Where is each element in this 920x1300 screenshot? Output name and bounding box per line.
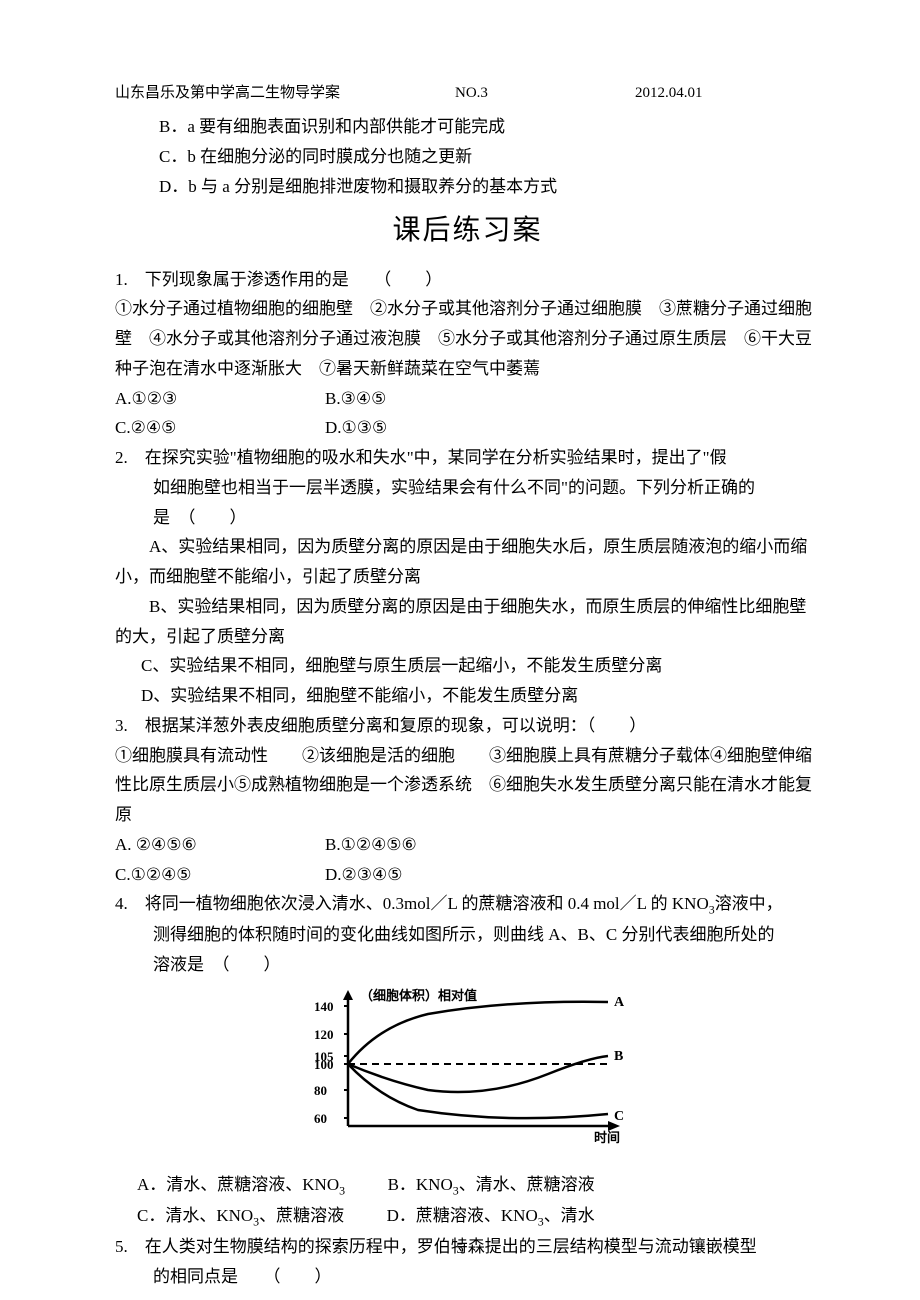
- q1-desc: ①水分子通过植物细胞的细胞壁 ②水分子或其他溶剂分子通过细胞膜 ③蔗糖分子通过细…: [115, 294, 820, 383]
- chart-title: （细胞体积）相对值: [360, 988, 477, 1003]
- svg-text:100: 100: [314, 1057, 334, 1072]
- svg-text:60: 60: [314, 1111, 327, 1126]
- q1-option-b: B.③④⑤: [325, 384, 386, 414]
- top-option-c: C．b 在细胞分泌的同时膜成分也随之更新: [115, 142, 820, 172]
- q4-stem-line2: 测得细胞的体积随时间的变化曲线如图所示，则曲线 A、B、C 分别代表细胞所处的: [115, 920, 820, 950]
- q2-stem-line1: 2. 在探究实验"植物细胞的吸水和失水"中，某同学在分析实验结果时，提出了"假: [115, 443, 820, 473]
- q1-stem: 1. 下列现象属于渗透作用的是 （ ）: [115, 265, 820, 295]
- header-number: NO.3: [455, 80, 635, 106]
- q2-stem-line3: 是 （ ）: [115, 503, 820, 533]
- q1-option-c: C.②④⑤: [115, 413, 325, 443]
- svg-text:140: 140: [314, 999, 334, 1014]
- chart-curve-b: [348, 1056, 608, 1092]
- q3-option-c: C.①②④⑤: [115, 860, 325, 890]
- q3-option-b: B.①②④⑤⑥: [325, 830, 417, 860]
- q4-option-c: C．清水、KNO3、蔗糖溶液: [137, 1206, 344, 1225]
- q4-stem-text1: 4. 将同一植物细胞依次浸入清水、0.3mol／L 的蔗糖溶液和 0.4 mol…: [115, 894, 709, 913]
- q3-option-a: A. ②④⑤⑥: [115, 830, 325, 860]
- q4-chart: （细胞体积）相对值 1401201051008060 A B C 时间: [115, 986, 820, 1166]
- svg-text:120: 120: [314, 1027, 334, 1042]
- q2-option-a: A、实验结果相同，因为质壁分离的原因是由于细胞失水后，原生质层随液泡的缩小而缩小…: [115, 532, 820, 592]
- q4-options-row1: A．清水、蔗糖溶液、KNO3 B．KNO3、清水、蔗糖溶液: [115, 1170, 820, 1201]
- top-option-d: D．b 与 a 分别是细胞排泄废物和摄取养分的基本方式: [115, 172, 820, 202]
- q2-option-b: B、实验结果相同，因为质壁分离的原因是由于细胞失水，而原生质层的伸缩性比细胞壁的…: [115, 592, 820, 652]
- q4-option-a: A．清水、蔗糖溶液、KNO3: [137, 1175, 345, 1194]
- chart-svg: （细胞体积）相对值 1401201051008060 A B C 时间: [308, 986, 628, 1156]
- svg-text:80: 80: [314, 1083, 327, 1098]
- top-option-b: B．a 要有细胞表面识别和内部供能才可能完成: [115, 112, 820, 142]
- q2-stem-line2: 如细胞壁也相当于一层半透膜，实验结果会有什么不同"的问题。下列分析正确的: [115, 473, 820, 503]
- q4-options-row2: C．清水、KNO3、蔗糖溶液 D．蔗糖溶液、KNO3、清水: [115, 1201, 820, 1232]
- q3-option-d: D.②③④⑤: [325, 860, 403, 890]
- q3-stem: 3. 根据某洋葱外表皮细胞质壁分离和复原的现象，可以说明：（ ）: [115, 711, 820, 741]
- section-title: 课后练习案: [115, 206, 820, 255]
- q2-option-d: D、实验结果不相同，细胞壁不能缩小，不能发生质壁分离: [115, 681, 820, 711]
- chart-curve-a: [348, 1002, 608, 1064]
- page-number: 5: [0, 1236, 920, 1262]
- chart-label-c: C: [614, 1109, 624, 1124]
- chart-label-a: A: [614, 995, 625, 1010]
- q4-stem-text1b: 溶液中，: [715, 894, 783, 913]
- q4-option-d: D．蔗糖溶液、KNO3、清水: [387, 1206, 595, 1225]
- q3-desc: ①细胞膜具有流动性 ②该细胞是活的细胞 ③细胞膜上具有蔗糖分子载体④细胞壁伸缩性…: [115, 741, 820, 830]
- q1-option-d: D.①③⑤: [325, 413, 387, 443]
- chart-x-label: 时间: [594, 1130, 620, 1145]
- q1-option-a: A.①②③: [115, 384, 325, 414]
- q4-stem-line3: 溶液是 （ ）: [115, 950, 820, 980]
- q2-option-c: C、实验结果不相同，细胞壁与原生质层一起缩小，不能发生质壁分离: [115, 651, 820, 681]
- q4-stem-line1: 4. 将同一植物细胞依次浸入清水、0.3mol／L 的蔗糖溶液和 0.4 mol…: [115, 889, 820, 920]
- page-header: 山东昌乐及第中学高二生物导学案 NO.3 2012.04.01: [115, 80, 820, 106]
- q5-stem-line2: 的相同点是 （ ）: [115, 1262, 820, 1292]
- chart-label-b: B: [614, 1049, 623, 1064]
- q4-option-b: B．KNO3、清水、蔗糖溶液: [388, 1175, 595, 1194]
- header-school: 山东昌乐及第中学高二生物导学案: [115, 80, 455, 106]
- header-date: 2012.04.01: [635, 80, 703, 106]
